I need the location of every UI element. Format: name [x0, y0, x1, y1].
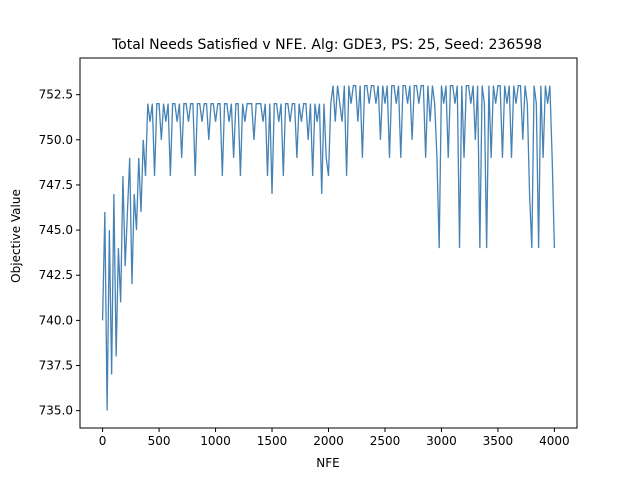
y-axis-label: Objective Value: [9, 189, 23, 283]
x-tick-label: 3500: [483, 434, 514, 448]
x-tick-label: 3000: [426, 434, 457, 448]
x-tick-label: 1000: [200, 434, 231, 448]
x-tick-label: 500: [148, 434, 171, 448]
x-tick-label: 4000: [539, 434, 570, 448]
y-tick-label: 745.0: [39, 223, 73, 237]
chart-title: Total Needs Satisfied v NFE. Alg: GDE3, …: [111, 37, 542, 53]
y-tick-label: 747.5: [39, 178, 73, 192]
x-axis-label: NFE: [316, 456, 339, 470]
x-tick-label: 1500: [257, 434, 288, 448]
y-tick-label: 752.5: [39, 88, 73, 102]
y-tick-label: 742.5: [39, 268, 73, 282]
x-tick-label: 2000: [313, 434, 344, 448]
data-line: [101, 84, 556, 411]
plot-frame: [79, 57, 578, 429]
x-tick-label: 0: [99, 434, 107, 448]
x-tick-label: 2500: [370, 434, 401, 448]
y-tick-label: 735.0: [39, 404, 73, 418]
y-tick-label: 737.5: [39, 359, 73, 373]
y-tick-label: 750.0: [39, 133, 73, 147]
y-tick-label: 740.0: [39, 313, 73, 327]
